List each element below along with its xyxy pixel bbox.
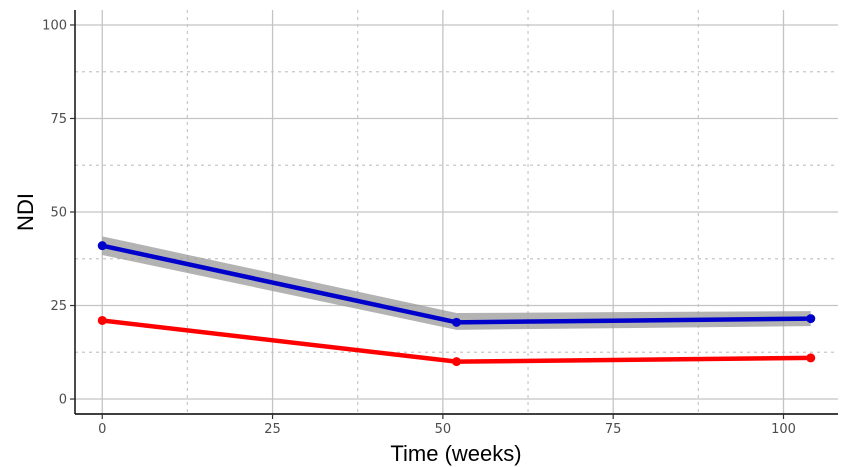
y-tick-label: 100 (42, 18, 67, 33)
data-point (806, 353, 816, 363)
x-tick-label: 0 (98, 422, 106, 437)
y-tick-label: 25 (50, 299, 67, 314)
x-tick-labels: 0 25 50 75 100 (98, 414, 796, 437)
y-tick-label: 0 (59, 393, 67, 408)
x-tick-label: 50 (435, 422, 452, 437)
grid (75, 10, 838, 414)
y-axis-title: NDI (13, 193, 38, 231)
y-tick-label: 50 (50, 206, 67, 221)
x-tick-label: 100 (771, 422, 796, 437)
data-point (97, 241, 107, 251)
data-point (452, 357, 461, 367)
data-point (97, 315, 107, 325)
data-point (806, 314, 816, 324)
data-point (452, 317, 461, 327)
x-tick-label: 25 (264, 422, 281, 437)
y-tick-labels: 0 25 50 75 100 (42, 18, 75, 408)
y-tick-label: 75 (50, 112, 67, 127)
x-axis-title: Time (weeks) (390, 441, 521, 466)
series-points (97, 241, 816, 367)
x-tick-label: 75 (605, 422, 622, 437)
